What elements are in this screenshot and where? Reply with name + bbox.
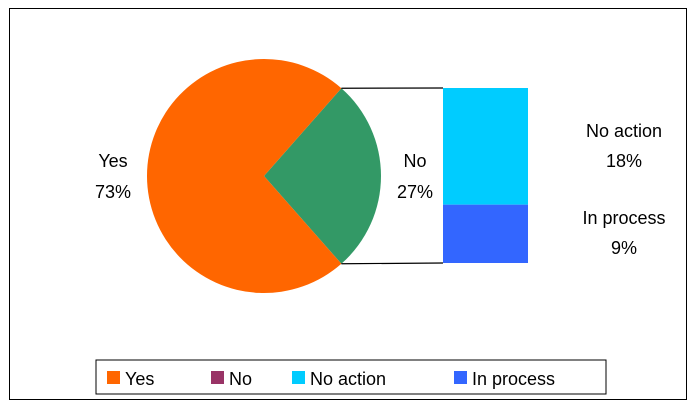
pie-slice-yes (146, 59, 342, 293)
legend-box (95, 359, 607, 395)
slice-label-yes: Yes (98, 151, 127, 171)
legend-swatch-in-process (454, 371, 467, 384)
connector-line-bottom (341, 262, 444, 265)
legend-label-no: No (229, 369, 252, 389)
slice-label-no: No (403, 151, 426, 171)
legend-swatch-no (211, 371, 224, 384)
slice-percent-yes: 73% (95, 182, 131, 202)
legend-label-in-process: In process (472, 369, 555, 389)
breakdown-bar-no-action (443, 88, 528, 205)
segment-percent-in-process: 9% (611, 238, 637, 258)
legend-swatch-no-action (292, 371, 305, 384)
segment-label-in-process: In process (582, 208, 665, 228)
slice-percent-no: 27% (397, 182, 433, 202)
breakdown-bar-in-process (443, 204, 528, 263)
legend-label-yes: Yes (125, 369, 154, 389)
legend-swatch-yes (107, 371, 120, 384)
segment-label-no-action: No action (586, 121, 662, 141)
pie-slice-no (264, 88, 381, 264)
legend-label-no-action: No action (310, 369, 386, 389)
segment-percent-no-action: 18% (606, 151, 642, 171)
